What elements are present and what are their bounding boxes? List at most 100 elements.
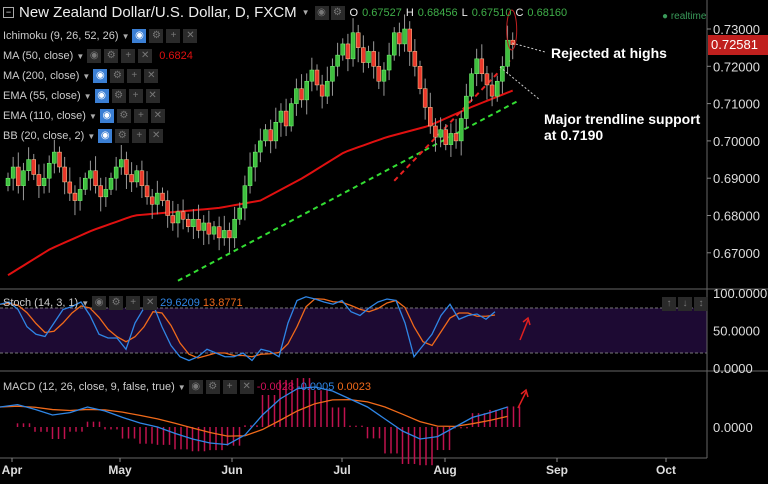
time-tick-label: May (108, 463, 132, 477)
candle-body (453, 133, 459, 142)
candle-body (124, 159, 129, 175)
indicator-label[interactable]: Ichimoku (9, 26, 52, 26) (3, 30, 119, 42)
macd-signal-line (0, 398, 508, 437)
plus-icon[interactable]: + (127, 69, 142, 83)
visibility-icon[interactable]: ◉ (132, 29, 147, 43)
visibility-icon[interactable]: ◉ (92, 296, 107, 310)
visibility-icon[interactable]: ◉ (188, 380, 203, 394)
gear-icon[interactable]: ⚙ (149, 29, 164, 43)
gear-icon[interactable]: ⚙ (104, 49, 119, 63)
candle-body (134, 170, 139, 183)
candle-body (299, 88, 304, 101)
gear-icon[interactable]: ⚙ (330, 5, 345, 20)
gear-icon[interactable]: ⚙ (111, 89, 126, 103)
visibility-icon[interactable]: ◉ (99, 109, 114, 123)
candle-body (103, 189, 109, 198)
candle-body (5, 177, 11, 186)
close-icon[interactable]: ✕ (143, 296, 158, 310)
indicator-legend: MA (50, close) ▼ ◉ ⚙ + ✕ 0.6824 (3, 49, 193, 63)
candle-body (422, 88, 428, 108)
realtime-label: realtime (670, 11, 707, 22)
candle-body (175, 211, 181, 224)
macd-signal-value: 0.0023 (337, 381, 371, 393)
candle-body (355, 32, 361, 48)
indicator-label[interactable]: MA (200, close) (3, 70, 80, 82)
close-icon[interactable]: ✕ (150, 109, 165, 123)
plus-icon[interactable]: + (222, 380, 237, 394)
chevron-down-icon[interactable]: ▼ (76, 51, 85, 61)
close-icon[interactable]: ✕ (138, 49, 153, 63)
close-label: C (515, 6, 524, 19)
visibility-icon[interactable]: ◉ (87, 49, 102, 63)
visibility-icon[interactable]: ◉ (314, 5, 329, 20)
visibility-icon[interactable]: ◉ (98, 129, 113, 143)
gear-icon[interactable]: ⚙ (110, 69, 125, 83)
close-icon[interactable]: ✕ (149, 129, 164, 143)
plus-icon[interactable]: + (166, 29, 181, 43)
candle-body (402, 28, 407, 45)
candle-body (201, 222, 206, 231)
chevron-down-icon[interactable]: ▼ (88, 111, 97, 121)
plus-icon[interactable]: + (121, 49, 136, 63)
close-icon[interactable]: ✕ (183, 29, 198, 43)
visibility-icon[interactable]: ◉ (93, 69, 108, 83)
rejection-circle (506, 9, 518, 51)
indicator-label[interactable]: EMA (110, close) (3, 110, 86, 122)
candle-body (165, 200, 170, 216)
move-up-icon[interactable]: ↑ (662, 297, 676, 311)
candle-body (258, 140, 263, 153)
chevron-down-icon[interactable]: ▼ (82, 71, 91, 81)
chevron-down-icon[interactable]: ▼ (301, 8, 310, 17)
plus-icon[interactable]: + (126, 296, 141, 310)
close-icon[interactable]: ✕ (239, 380, 254, 394)
chevron-down-icon[interactable]: ▼ (81, 298, 90, 308)
candle-body (495, 80, 500, 97)
candle-body (335, 54, 340, 67)
symbol-title[interactable]: New Zealand Dollar/U.S. Dollar, D, FXCM (19, 4, 297, 21)
close-icon[interactable]: ✕ (145, 89, 160, 103)
gear-icon[interactable]: ⚙ (109, 296, 124, 310)
chevron-down-icon[interactable]: ▼ (87, 131, 96, 141)
chevron-down-icon[interactable]: ▼ (177, 382, 186, 392)
candle-body (77, 189, 83, 201)
candle-body (129, 174, 134, 183)
indicator-label[interactable]: BB (20, close, 2) (3, 130, 85, 142)
price-tick-label: 0.67000 (713, 246, 760, 261)
chevron-down-icon[interactable]: ▼ (83, 91, 92, 101)
stoch-legend: Stoch (14, 3, 1) ▼ ◉ ⚙ + ✕ 29.6209 13.8771 (3, 296, 243, 310)
plus-icon[interactable]: + (132, 129, 147, 143)
move-down-icon[interactable]: ↓ (678, 297, 692, 311)
candle-body (361, 47, 366, 63)
indicator-legend: EMA (110, close) ▼ ◉ ⚙ + ✕ (3, 109, 172, 123)
close-icon[interactable]: ✕ (144, 69, 159, 83)
gear-icon[interactable]: ⚙ (205, 380, 220, 394)
time-tick-label: Sep (546, 463, 568, 477)
chevron-down-icon[interactable]: ▼ (121, 31, 130, 41)
plus-icon[interactable]: + (133, 109, 148, 123)
candle-body (41, 177, 47, 186)
candle-body (366, 51, 371, 63)
indicator-label[interactable]: EMA (55, close) (3, 90, 81, 102)
annotation-support-line2: at 0.7190 (544, 127, 604, 143)
candle-body (26, 159, 31, 171)
plus-icon[interactable]: + (128, 89, 143, 103)
visibility-icon[interactable]: ◉ (94, 89, 109, 103)
maximize-icon[interactable]: ↕ (694, 297, 708, 311)
time-tick-label: Jun (221, 463, 242, 477)
gear-icon[interactable]: ⚙ (115, 129, 130, 143)
candle-body (31, 159, 36, 175)
indicator-label[interactable]: MA (50, close) (3, 50, 74, 62)
candle-body (155, 192, 160, 205)
low-value: 0.67510 (471, 6, 512, 19)
macd-label[interactable]: MACD (12, 26, close, 9, false, true) (3, 381, 175, 393)
indicator-value: 0.6824 (159, 50, 193, 62)
open-label: O (349, 6, 359, 19)
candle-body (196, 218, 201, 231)
candle-body (376, 66, 382, 82)
collapse-icon[interactable]: − (3, 7, 14, 18)
stoch-label[interactable]: Stoch (14, 3, 1) (3, 297, 79, 309)
close-value: 0.68160 (527, 6, 568, 19)
stoch-k-value: 29.6209 (160, 297, 200, 309)
gear-icon[interactable]: ⚙ (116, 109, 131, 123)
